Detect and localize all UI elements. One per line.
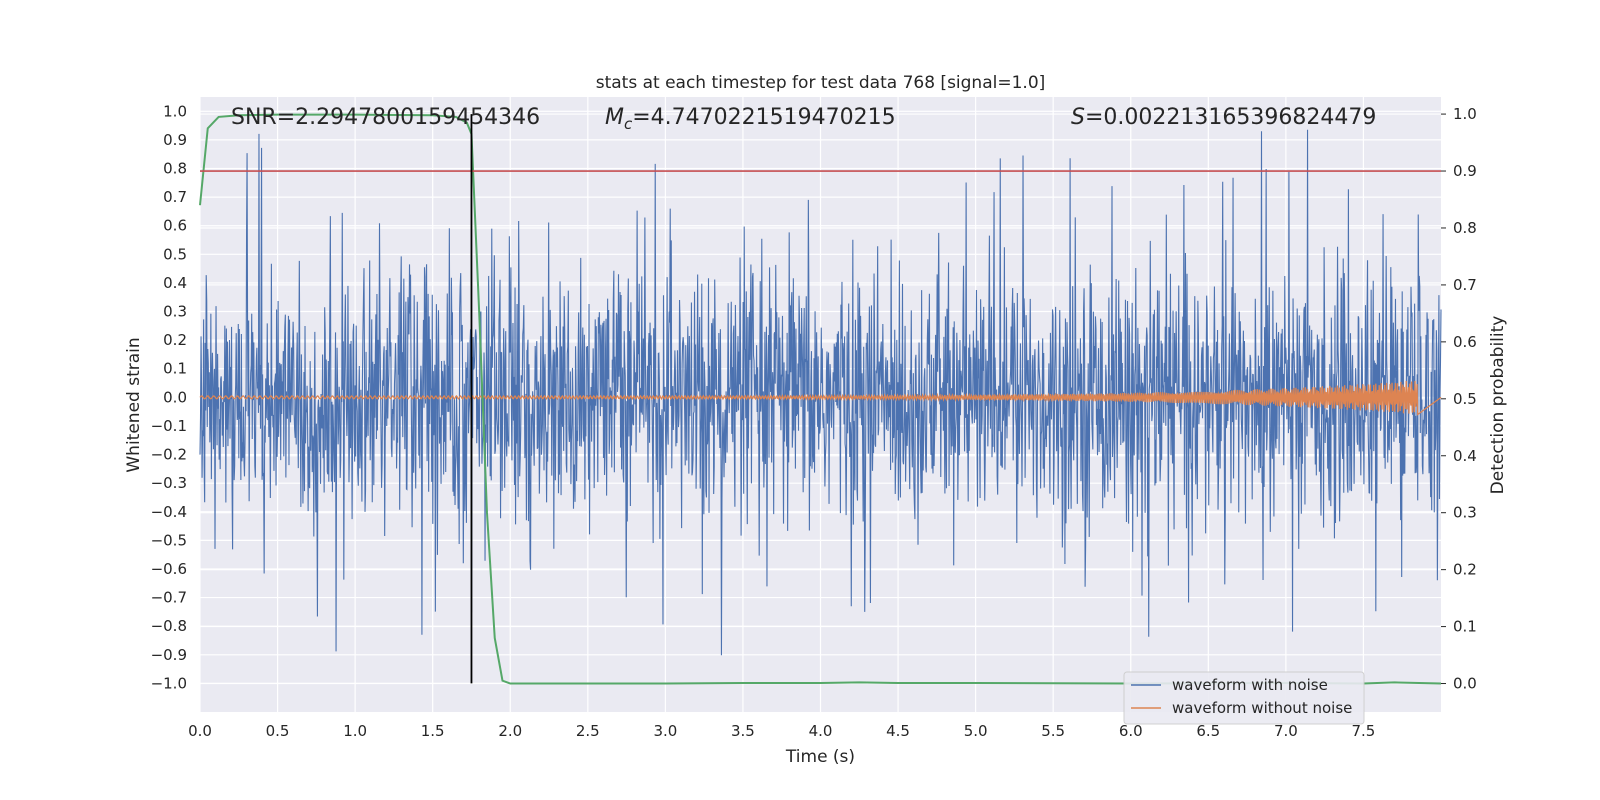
y-tick-label: −0.9 xyxy=(151,646,187,664)
legend: waveform with noise waveform without noi… xyxy=(1123,671,1365,725)
y-tick-label: −0.7 xyxy=(151,589,187,607)
s-symbol: S xyxy=(1071,105,1085,130)
y2-tick-label: 0.1 xyxy=(1453,618,1477,636)
s-annotation: S=0.002213165396824479 xyxy=(1071,105,1376,130)
x-tick-label: 7.5 xyxy=(1352,722,1376,740)
y-tick-label: 0.7 xyxy=(163,188,187,206)
x-tick-label: 7.0 xyxy=(1274,722,1298,740)
y2-tick-label: 0.6 xyxy=(1453,333,1477,351)
y-tick-label: −0.5 xyxy=(151,531,187,549)
x-axis-ticks: 0.0 0.5 1.0 1.5 2.0 2.5 3.0 3.5 4.0 4.5 5.0 5.5 6.0 6… xyxy=(188,722,1375,740)
y-axis-label: Whitened strain xyxy=(124,337,144,472)
y2-tick-label: 1.0 xyxy=(1453,105,1477,123)
y-tick-label: 0.3 xyxy=(163,303,187,321)
y2-tick-label: 0.7 xyxy=(1453,276,1477,294)
y-tick-label: −0.1 xyxy=(151,417,187,435)
x-tick-label: 1.0 xyxy=(343,722,367,740)
waveform-without-noise-series xyxy=(199,380,1442,416)
y-tick-label: 0.5 xyxy=(163,245,187,263)
detection-probability-line xyxy=(199,113,1442,685)
waveform-with-noise-line xyxy=(199,129,1442,656)
y-tick-label: 0.8 xyxy=(163,160,187,178)
y2-tick-label: 0.3 xyxy=(1453,504,1477,522)
y-tick-label: −0.3 xyxy=(151,474,187,492)
x-tick-label: 5.0 xyxy=(964,722,988,740)
y-tick-label: 0.4 xyxy=(163,274,187,292)
x-tick-label: 5.5 xyxy=(1041,722,1065,740)
legend-label-noise: waveform with noise xyxy=(1172,676,1328,694)
chirp-mass-annotation: Mc=4.7470221519470215 xyxy=(605,105,896,133)
chart-title: stats at each timestep for test data 768… xyxy=(596,73,1046,93)
x-axis-label: Time (s) xyxy=(785,747,855,767)
y-tick-label: −1.0 xyxy=(151,674,187,692)
y2-axis-label: Detection probability xyxy=(1488,316,1508,495)
y-tick-label: 0.0 xyxy=(163,388,187,406)
detection-probability-series xyxy=(199,113,1442,685)
legend-box xyxy=(1123,671,1365,725)
x-tick-label: 6.5 xyxy=(1196,722,1220,740)
x-tick-label: 2.5 xyxy=(576,722,600,740)
legend-label-clean: waveform without noise xyxy=(1172,699,1352,717)
y2-tick-label: 0.5 xyxy=(1453,390,1477,408)
y-tick-label: −0.8 xyxy=(151,617,187,635)
x-tick-label: 4.0 xyxy=(809,722,833,740)
y2-tick-label: 0.2 xyxy=(1453,561,1477,579)
y2-tick-label: 0.0 xyxy=(1453,675,1477,693)
x-tick-label: 1.5 xyxy=(421,722,445,740)
x-tick-label: 0.5 xyxy=(266,722,290,740)
x-tick-label: 3.5 xyxy=(731,722,755,740)
x-tick-label: 4.5 xyxy=(886,722,910,740)
y-tick-label: 0.9 xyxy=(163,131,187,149)
y-tick-label: −0.6 xyxy=(151,560,187,578)
y-tick-label: 1.0 xyxy=(163,102,187,120)
y-tick-label: 0.6 xyxy=(163,217,187,235)
y2-tick-label: 0.9 xyxy=(1453,162,1477,180)
y2-tick-label: 0.8 xyxy=(1453,219,1477,237)
waveform-without-noise-line xyxy=(199,380,1442,416)
snr-annotation: SNR=2.2947800159454346 xyxy=(231,105,540,130)
x-tick-label: 6.0 xyxy=(1119,722,1143,740)
x-tick-label: 3.0 xyxy=(653,722,677,740)
waveform-with-noise-series xyxy=(199,129,1442,656)
s-value: =0.002213165396824479 xyxy=(1085,105,1376,130)
chirp-mass-symbol: M xyxy=(605,105,624,130)
y2-tick-label: 0.4 xyxy=(1453,447,1477,465)
y-tick-label: 0.1 xyxy=(163,360,187,378)
y2-axis-ticks: 1.0 0.9 0.8 0.7 0.6 0.5 0.4 0.3 0.2 0.1 0.0 xyxy=(1441,105,1477,693)
x-tick-label: 0.0 xyxy=(188,722,212,740)
y-tick-label: −0.4 xyxy=(151,503,187,521)
x-tick-label: 2.0 xyxy=(498,722,522,740)
chirp-mass-subscript: c xyxy=(624,115,633,133)
y-axis-ticks: 1.0 0.9 0.8 0.7 0.6 0.5 0.4 0.3 0.2 0.1 0.0 −0.1 −0.… xyxy=(151,102,187,692)
y-tick-label: −0.2 xyxy=(151,446,187,464)
y-tick-label: 0.2 xyxy=(163,331,187,349)
chirp-mass-value: =4.7470221519470215 xyxy=(632,105,895,130)
